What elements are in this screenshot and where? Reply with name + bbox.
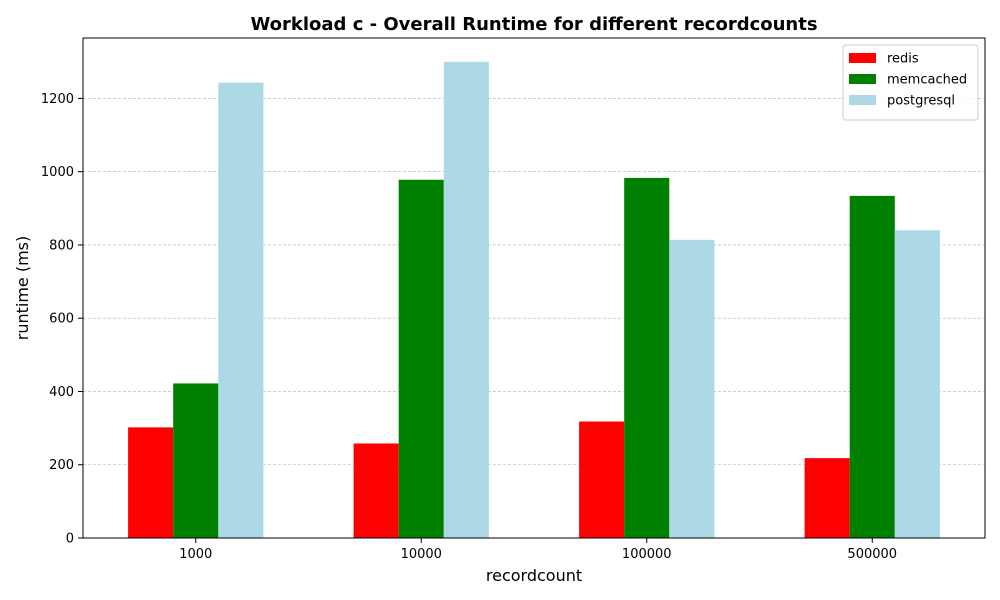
legend-swatch-postgresql: [849, 95, 876, 105]
y-tick-label: 1000: [41, 165, 74, 180]
y-tick-label: 400: [49, 385, 74, 400]
bar-memcached-10000: [398, 179, 444, 538]
bar-memcached-100000: [624, 177, 670, 538]
bar-redis-10000: [353, 443, 399, 538]
y-tick-label: 0: [66, 532, 74, 547]
legend-label-postgresql: postgresql: [887, 94, 955, 109]
y-axis-label: runtime (ms): [13, 236, 32, 341]
y-tick-label: 1200: [41, 92, 74, 107]
bar-memcached-1000: [173, 383, 219, 538]
bar-postgresql-1000: [218, 82, 264, 538]
x-tick-label: 10000: [401, 547, 442, 562]
bar-memcached-500000: [849, 195, 895, 538]
legend: redis memcached postgresql: [842, 44, 979, 121]
bars: [128, 61, 940, 539]
x-tick-label: 100000: [622, 547, 672, 562]
x-axis-label: recordcount: [486, 566, 582, 585]
bar-postgresql-10000: [443, 61, 489, 539]
bar-redis-1000: [128, 427, 174, 538]
x-tick-label: 500000: [847, 547, 897, 562]
y-tick-label: 800: [49, 238, 74, 253]
bar-postgresql-500000: [894, 230, 940, 539]
y-tick-label: 600: [49, 312, 74, 327]
bar-postgresql-100000: [669, 239, 715, 539]
legend-label-memcached: memcached: [887, 73, 967, 88]
y-tick-label: 200: [49, 458, 74, 473]
bar-redis-100000: [579, 421, 625, 538]
legend-label-redis: redis: [887, 52, 919, 67]
x-tick-label: 1000: [179, 547, 212, 562]
legend-swatch-redis: [849, 53, 876, 63]
bar-redis-500000: [804, 458, 850, 538]
x-axis-ticks: 1000 10000 100000 500000: [179, 538, 897, 562]
chart-title: Workload c - Overall Runtime for differe…: [250, 14, 817, 35]
y-axis-ticks: 0 200 400 600 800 1000 1200: [41, 92, 83, 547]
legend-swatch-memcached: [849, 74, 876, 84]
legend-box: [842, 44, 979, 121]
plot-frame: [82, 37, 986, 539]
